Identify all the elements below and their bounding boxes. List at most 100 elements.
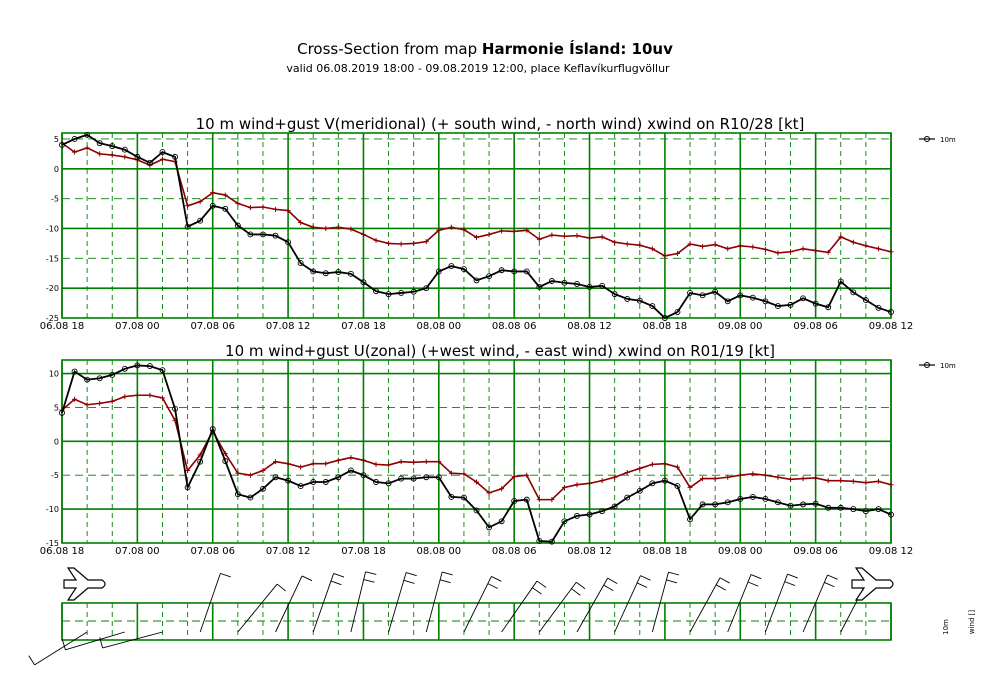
data-point-10m: [636, 297, 643, 304]
wind-barb-flag: [439, 579, 451, 584]
data-point-gust: [524, 472, 530, 478]
data-point-10m: [812, 500, 819, 507]
data-point-10m: [812, 300, 819, 307]
x-tick-label: 07.08 18: [341, 546, 386, 557]
data-point-10m: [636, 487, 643, 494]
y-tick-label: 5: [54, 403, 59, 412]
data-point-10m: [121, 365, 128, 372]
data-point-10m: [84, 131, 91, 138]
data-point-gust: [411, 459, 417, 465]
wind-barb-flag: [365, 571, 377, 575]
wind-barb-flag: [827, 574, 838, 580]
data-point-gust: [423, 239, 429, 245]
wind-barb-staff: [350, 571, 367, 633]
data-point-gust: [247, 205, 253, 211]
data-point-gust: [185, 203, 191, 209]
data-point-10m: [159, 149, 166, 156]
wind-barb-staff: [463, 576, 492, 633]
data-point-gust: [549, 497, 555, 503]
data-point-gust: [561, 484, 567, 490]
zonal-wind-panel: 10 m wind+gust U(zonal) (+west wind, - e…: [40, 342, 956, 557]
data-point-10m: [486, 273, 493, 280]
wind-barb-staff: [102, 631, 163, 649]
data-point-gust: [838, 478, 844, 484]
data-point-10m: [787, 301, 794, 308]
wind-barb-flag: [301, 575, 313, 582]
y-tick-label: 0: [54, 165, 59, 174]
data-point-10m: [222, 458, 229, 464]
data-point-10m: [561, 518, 568, 525]
wind-legend-value: 10m: [942, 619, 950, 635]
airplane-icon: [63, 567, 106, 601]
data-point-gust: [725, 246, 731, 252]
wind-barb-staff: [614, 575, 641, 633]
data-point-10m: [322, 479, 329, 485]
data-point-gust: [448, 224, 454, 230]
y-tick-label: -5: [51, 471, 59, 480]
data-point-gust: [624, 241, 630, 247]
data-point-10m: [234, 222, 241, 229]
data-point-gust: [335, 457, 341, 463]
data-point-10m: [473, 277, 480, 284]
data-point-gust: [888, 249, 894, 255]
data-point-10m: [749, 493, 756, 500]
data-point-10m: [373, 288, 379, 295]
x-tick-label: 07.08 12: [266, 546, 311, 557]
data-point-gust: [285, 461, 291, 467]
data-point-gust: [134, 392, 140, 398]
x-tick-label: 09.08 00: [718, 321, 763, 332]
data-point-10m: [360, 279, 367, 286]
data-point-gust: [612, 239, 618, 245]
wind-barb-flag: [824, 582, 835, 588]
data-point-10m: [285, 239, 292, 246]
data-point-gust: [423, 459, 429, 465]
data-point-10m: [862, 508, 869, 515]
data-point-10m: [536, 538, 543, 544]
wind-barb-flag: [536, 580, 547, 588]
data-point-10m: [523, 268, 530, 275]
data-point-gust: [863, 480, 869, 486]
data-point-gust: [737, 243, 743, 249]
data-point-gust: [159, 156, 165, 162]
y-tick-label: -10: [46, 224, 59, 233]
data-point-10m: [234, 491, 241, 498]
x-tick-label: 07.08 12: [266, 321, 311, 332]
data-point-10m: [511, 498, 518, 504]
data-point-10m: [398, 475, 405, 482]
wind-barb-flag: [575, 581, 586, 590]
data-point-gust: [273, 206, 279, 212]
data-point-10m: [410, 288, 417, 295]
data-point-gust: [310, 224, 316, 230]
data-point-gust: [649, 461, 655, 467]
data-point-gust: [750, 244, 756, 250]
data-point-10m: [335, 474, 342, 481]
data-point-gust: [72, 149, 78, 155]
data-point-10m: [59, 409, 65, 416]
data-point-10m: [862, 297, 869, 304]
y-tick-label: -25: [46, 314, 59, 323]
data-point-10m: [322, 270, 329, 277]
plot-frame: [61, 359, 892, 544]
data-point-gust: [386, 240, 392, 246]
data-point-10m: [800, 295, 807, 302]
data-point-gust: [97, 151, 103, 157]
data-point-10m: [260, 231, 266, 238]
panel1-y-axis: 5 0 -5 -10 -15 -20 -25: [46, 135, 59, 323]
panel1-legend: 10m: [919, 136, 956, 144]
data-point-10m: [71, 368, 78, 375]
data-point-10m: [423, 474, 430, 481]
data-point-gust: [122, 154, 128, 160]
wind-barb-flag: [603, 584, 614, 591]
data-point-gust: [348, 455, 354, 461]
data-point-10m: [523, 496, 530, 503]
data-point-10m: [699, 501, 706, 508]
data-point-gust: [109, 398, 115, 404]
data-point-gust: [825, 478, 831, 484]
wind-barb-flag: [666, 579, 678, 584]
data-point-gust: [474, 479, 479, 485]
wind-barb-flag: [363, 579, 375, 583]
data-point-10m: [385, 291, 392, 298]
data-point-gust: [511, 474, 517, 480]
data-point-gust: [386, 462, 392, 468]
data-point-gust: [599, 478, 605, 484]
